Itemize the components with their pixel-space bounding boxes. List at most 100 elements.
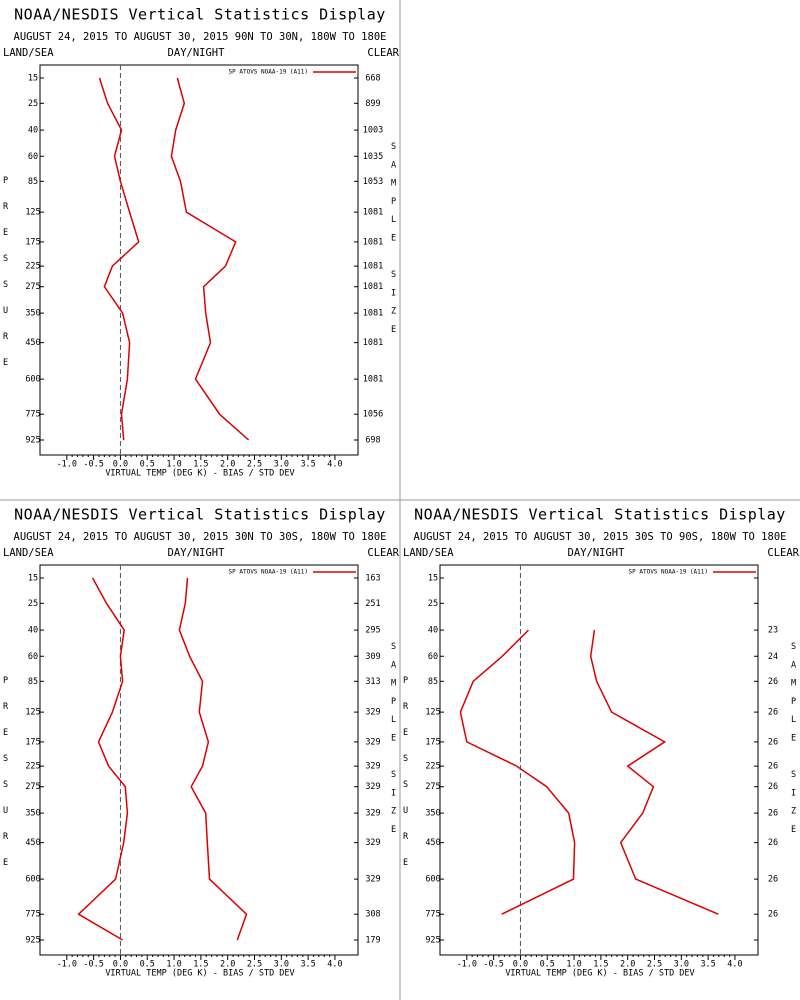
sample-size-label: 24 — [768, 652, 778, 662]
y-tick-label: 85 — [28, 677, 38, 687]
sample-size-label: 251 — [365, 599, 380, 609]
sample-size-label: 163 — [365, 574, 380, 584]
y-tick-label: 350 — [425, 809, 440, 819]
bias-line — [98, 77, 140, 441]
x-tick-label: 4.0 — [727, 960, 742, 970]
y-tick-label: 175 — [25, 737, 40, 747]
land-sea-label: LAND/SEA — [3, 547, 54, 559]
x-axis-label: VIRTUAL TEMP (DEG K) - BIAS / STD DEV — [105, 969, 294, 979]
sample-size-label: 899 — [365, 99, 380, 109]
x-tick-label: -1.0 — [57, 960, 77, 970]
y-tick-label: 60 — [28, 652, 38, 662]
y-tick-label: 60 — [428, 652, 438, 662]
sample-size-label: 26 — [768, 737, 778, 747]
x-tick-label: 2.5 — [647, 960, 662, 970]
x-tick-label: 0.0 — [113, 960, 128, 970]
sample-size-label: 329 — [365, 782, 380, 792]
y2-axis-label: SAMPLE SIZE — [389, 142, 399, 343]
x-tick-label: 1.0 — [166, 960, 181, 970]
y-tick-label: 925 — [25, 936, 40, 946]
plot-frame — [439, 564, 759, 956]
chart-panel: NOAA/NESDIS Vertical Statistics Display A… — [1, 6, 400, 479]
x-tick-label: 0.5 — [140, 460, 155, 470]
y-tick-label: 775 — [425, 910, 440, 920]
x-tick-label: 0.5 — [540, 960, 555, 970]
y-tick-label: 15 — [28, 574, 38, 584]
y-axis-label: PRESSURE — [1, 676, 11, 884]
x-tick-label: 1.0 — [166, 460, 181, 470]
x-tick-label: 3.5 — [700, 960, 715, 970]
legend-label: SP ATOVS NOAA-19 (A11) — [229, 69, 308, 76]
x-tick-label: 1.5 — [193, 460, 208, 470]
y-tick-label: 15 — [428, 574, 438, 584]
sample-size-label: 26 — [768, 838, 778, 848]
y-tick-label: 350 — [25, 809, 40, 819]
y-tick-label: 775 — [25, 410, 40, 420]
y-tick-label: 40 — [28, 626, 38, 636]
y-tick-label: 25 — [28, 99, 38, 109]
y2-axis-label: SAMPLE SIZE — [389, 642, 399, 843]
y-tick-label: 225 — [25, 762, 40, 772]
x-tick-label: -1.0 — [457, 960, 477, 970]
x-tick-label: -0.5 — [483, 960, 503, 970]
y-tick-label: 25 — [28, 599, 38, 609]
chart-panel: NOAA/NESDIS Vertical Statistics Display A… — [401, 506, 800, 979]
sample-size-label: 295 — [365, 626, 380, 636]
sample-size-label: 329 — [365, 762, 380, 772]
clear-label: CLEAR — [367, 47, 399, 59]
sample-size-label: 668 — [365, 74, 380, 84]
x-tick-label: 2.0 — [620, 960, 635, 970]
sample-size-label: 1081 — [363, 208, 383, 218]
x-tick-label: 1.0 — [566, 960, 581, 970]
chart-title: NOAA/NESDIS Vertical Statistics Display — [14, 506, 386, 524]
y-tick-label: 275 — [425, 782, 440, 792]
sample-size-label: 26 — [768, 782, 778, 792]
y-tick-label: 275 — [25, 782, 40, 792]
x-tick-label: 2.5 — [247, 960, 262, 970]
sample-size-label: 26 — [768, 809, 778, 819]
y-tick-label: 60 — [28, 152, 38, 162]
y-tick-label: 450 — [25, 838, 40, 848]
land-sea-label: LAND/SEA — [403, 547, 454, 559]
sample-size-label: 1056 — [363, 410, 383, 420]
y-tick-label: 350 — [25, 309, 40, 319]
y-tick-label: 125 — [25, 208, 40, 218]
y-tick-label: 85 — [28, 177, 38, 187]
sample-size-label: 26 — [768, 708, 778, 718]
legend-label: SP ATOVS NOAA-19 (A11) — [629, 569, 708, 576]
sample-size-label: 26 — [768, 677, 778, 687]
sample-size-label: 1081 — [363, 309, 383, 319]
sample-size-label: 1081 — [363, 338, 383, 348]
y-tick-label: 600 — [25, 875, 40, 885]
std-dev-line — [170, 77, 250, 441]
y-axis-label: PRESSURE — [1, 176, 11, 384]
chart-subtitle: AUGUST 24, 2015 TO AUGUST 30, 2015 90N T… — [14, 31, 387, 43]
y-tick-label: 175 — [425, 737, 440, 747]
x-tick-label: 0.0 — [113, 460, 128, 470]
x-tick-label: 3.0 — [674, 960, 689, 970]
y-tick-label: 125 — [25, 708, 40, 718]
x-tick-label: 3.0 — [274, 960, 289, 970]
chart-panel: NOAA/NESDIS Vertical Statistics Display A… — [1, 506, 400, 979]
chart-subtitle: AUGUST 24, 2015 TO AUGUST 30, 2015 30N T… — [14, 531, 387, 543]
y-tick-label: 15 — [28, 74, 38, 84]
y-tick-label: 85 — [428, 677, 438, 687]
x-tick-label: -0.5 — [83, 960, 103, 970]
y-tick-label: 600 — [425, 875, 440, 885]
chart-title: NOAA/NESDIS Vertical Statistics Display — [14, 6, 386, 24]
std-dev-line — [589, 629, 719, 915]
x-tick-label: 3.5 — [300, 960, 315, 970]
sample-size-label: 329 — [365, 875, 380, 885]
y-tick-label: 40 — [428, 626, 438, 636]
chart-subtitle: AUGUST 24, 2015 TO AUGUST 30, 2015 30S T… — [414, 531, 787, 543]
sample-size-label: 1081 — [363, 262, 383, 272]
clear-label: CLEAR — [367, 547, 399, 559]
sample-size-label: 308 — [365, 910, 380, 920]
sample-size-label: 329 — [365, 737, 380, 747]
y-tick-label: 225 — [425, 762, 440, 772]
y2-axis-label: SAMPLE SIZE — [789, 642, 799, 843]
y-tick-label: 775 — [25, 910, 40, 920]
legend-label: SP ATOVS NOAA-19 (A11) — [229, 569, 308, 576]
sample-size-label: 329 — [365, 809, 380, 819]
